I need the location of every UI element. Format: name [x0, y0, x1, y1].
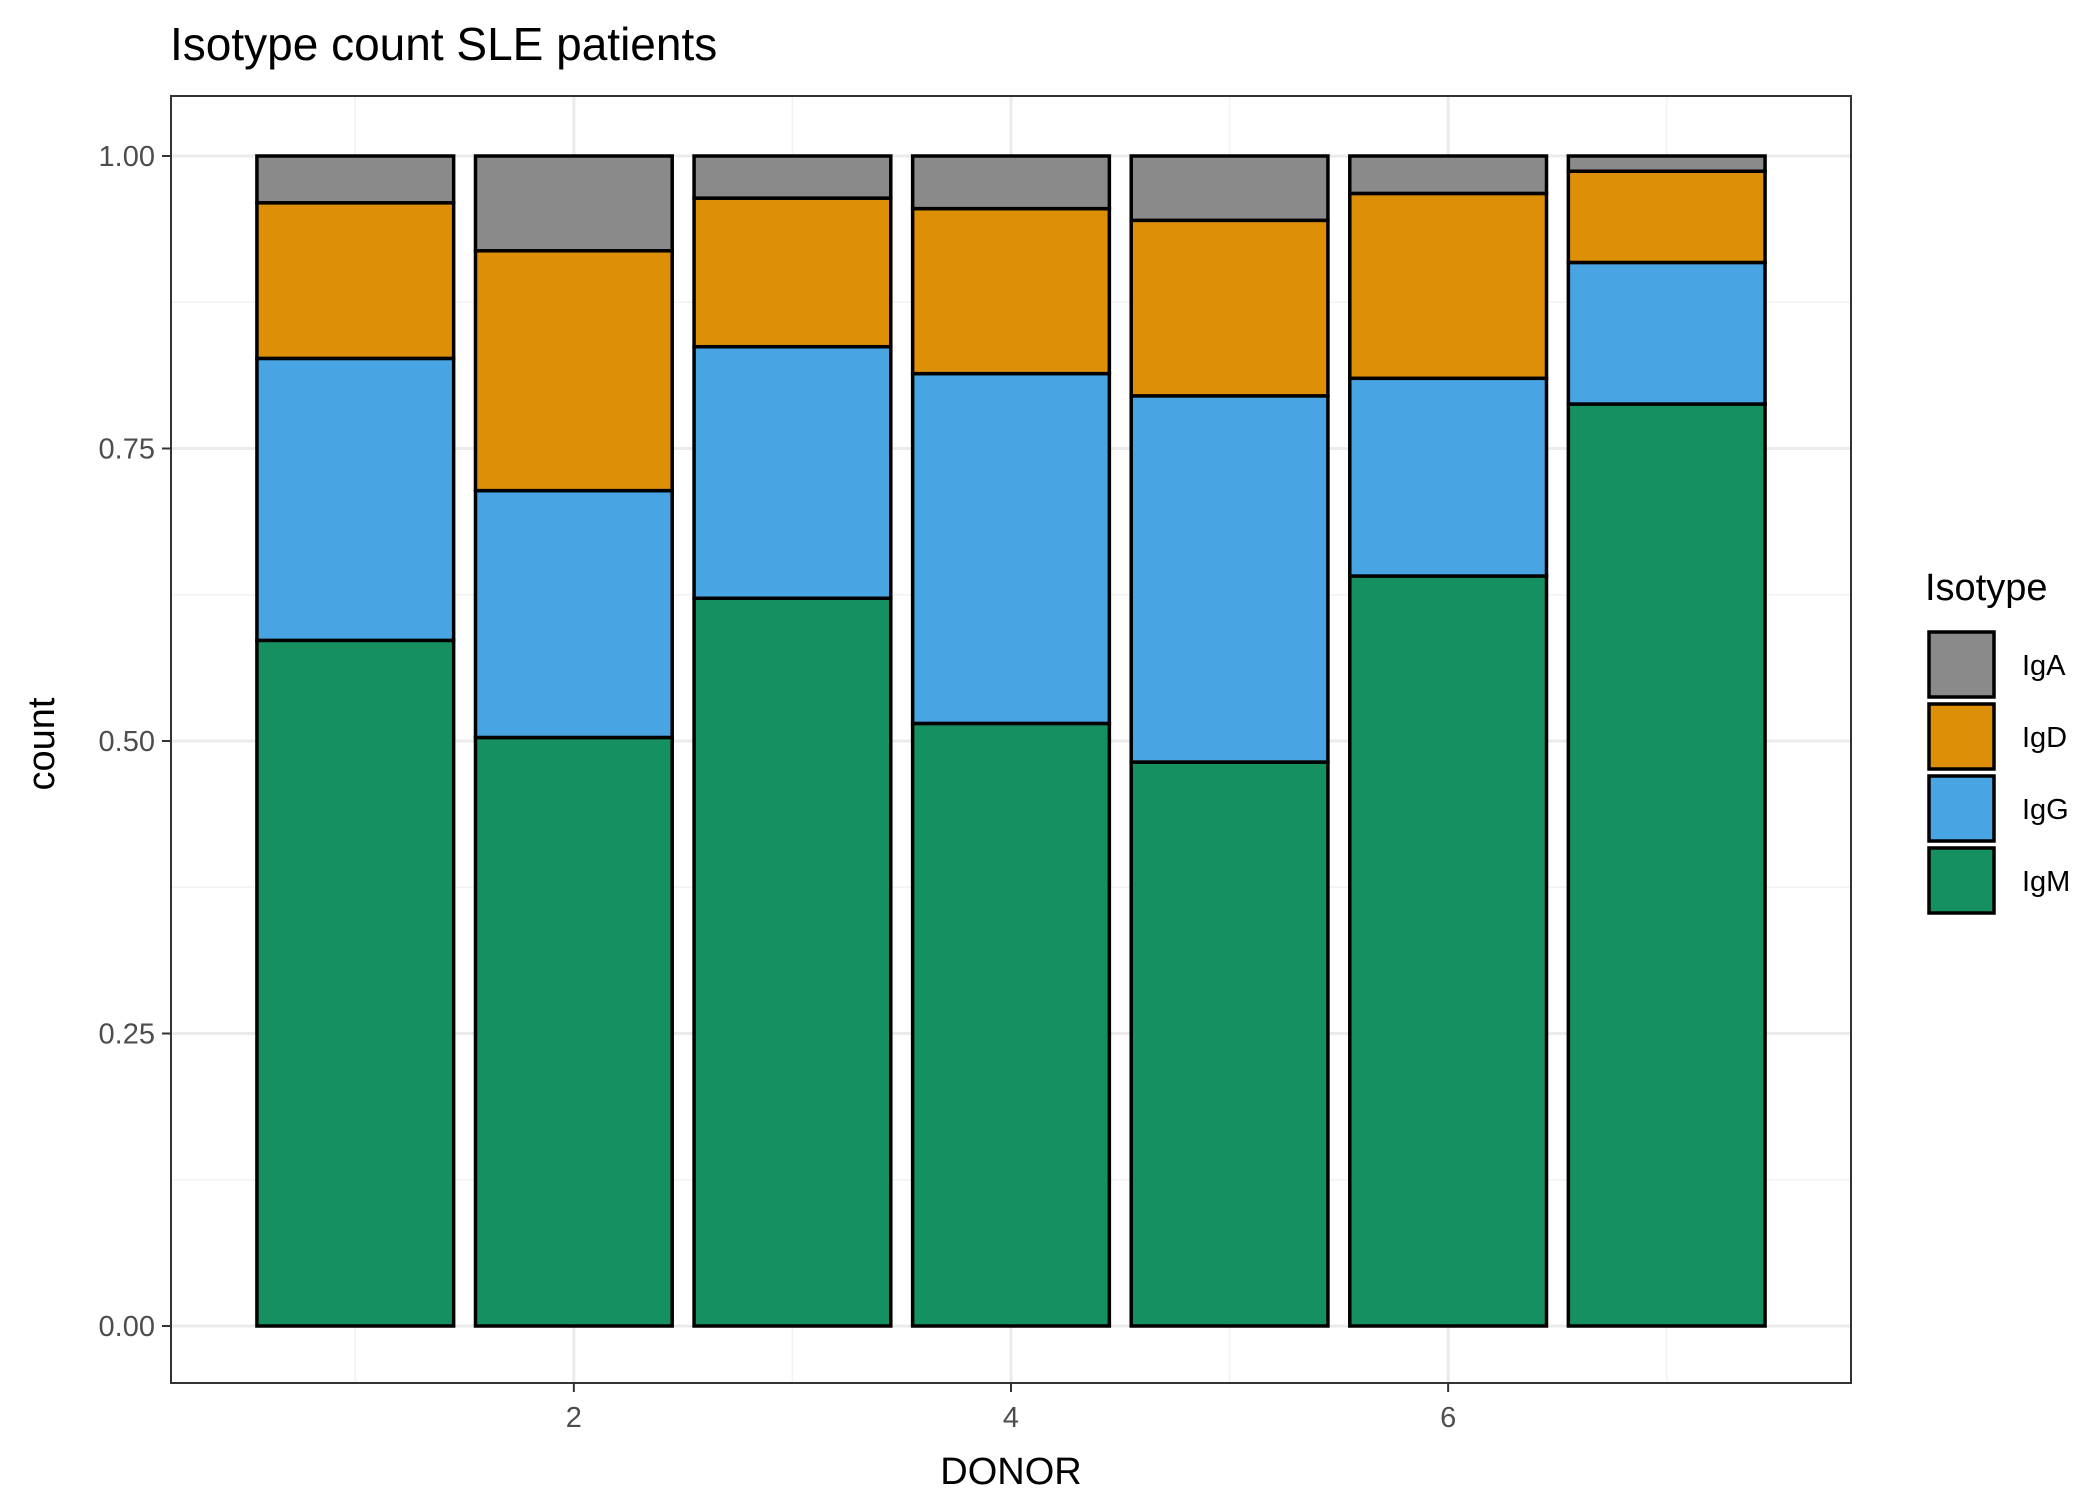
legend-key-igg — [1927, 774, 1996, 843]
bar-segment-igg — [255, 356, 456, 643]
bar-segment-igg — [1348, 376, 1549, 578]
bar-segment-igm — [1348, 574, 1549, 1328]
y-tick-label: 1.00 — [99, 141, 155, 173]
x-axis-title: DONOR — [940, 1451, 1081, 1493]
bar-segment-iga — [1566, 154, 1767, 173]
bar-segment-igm — [1566, 402, 1767, 1328]
y-axis-title: count — [21, 697, 63, 790]
x-tick-label: 4 — [1003, 1402, 1019, 1434]
y-tick-label: 0.00 — [99, 1311, 155, 1343]
y-tick-label: 0.75 — [99, 434, 155, 466]
bar-segment-igm — [473, 735, 674, 1328]
legend-label-iga: IgA — [2022, 650, 2066, 682]
x-tick-label: 2 — [566, 1402, 582, 1434]
bar-segment-iga — [692, 154, 893, 200]
bar-segment-igg — [910, 371, 1112, 726]
bar-segment-iga — [1129, 154, 1330, 223]
legend-label-igm: IgM — [2022, 866, 2070, 898]
chart-title: Isotype count SLE patients — [170, 18, 717, 70]
bar-segment-igd — [692, 196, 893, 349]
bar-segment-igd — [1129, 218, 1330, 398]
legend: Isotype IgA IgD IgG IgM — [1925, 567, 2070, 915]
bar-segment-igg — [692, 344, 893, 601]
legend-key-igd — [1927, 702, 1996, 771]
bar-segment-iga — [255, 154, 456, 205]
bar-segment-igd — [473, 249, 674, 493]
legend-key-igm — [1927, 846, 1996, 915]
x-tick-label: 6 — [1440, 1402, 1456, 1434]
bar-segment-igd — [910, 206, 1112, 376]
legend-label-igg: IgG — [2022, 794, 2069, 826]
bar-segment-iga — [1348, 154, 1549, 196]
plot-panel: 0.00 0.25 0.50 0.75 1.00 2 4 6 — [99, 95, 1852, 1434]
bar-segment-igd — [255, 201, 456, 361]
bar-segment-igm — [910, 721, 1112, 1328]
legend-key-iga — [1927, 630, 1996, 699]
bar-segment-igd — [1566, 169, 1767, 265]
bar-segment-igd — [1348, 191, 1549, 381]
bar-segment-igm — [255, 638, 456, 1328]
bar-segment-igg — [1129, 394, 1330, 764]
bar-segment-iga — [473, 154, 674, 253]
legend-label-igd: IgD — [2022, 722, 2067, 754]
y-tick-label: 0.25 — [99, 1019, 155, 1051]
bar-segment-igg — [473, 488, 674, 740]
legend-title: Isotype — [1925, 567, 2048, 609]
bar-segment-iga — [910, 154, 1112, 211]
bar-segment-igm — [692, 596, 893, 1328]
y-tick-label: 0.50 — [99, 726, 155, 758]
bar-segment-igm — [1129, 760, 1330, 1328]
bar-segment-igg — [1566, 260, 1767, 406]
